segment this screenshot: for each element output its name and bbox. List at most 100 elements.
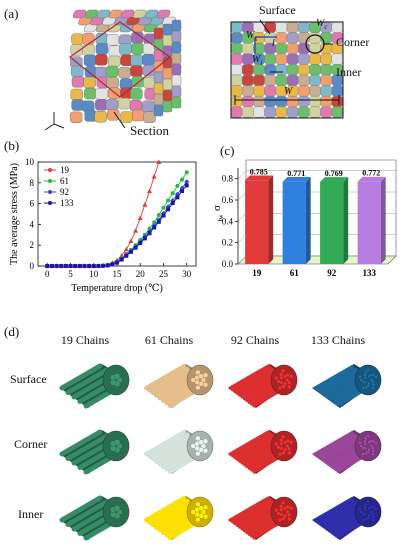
- bundle-end-face: [186, 364, 214, 396]
- section-cell: [171, 30, 182, 43]
- section-cell: [143, 76, 156, 89]
- data-point: [128, 238, 134, 244]
- section-cell: [71, 33, 84, 45]
- fiber-bundle-1-3: [312, 430, 382, 474]
- section-cell: [118, 66, 131, 79]
- bundle-strand-end: [363, 505, 367, 509]
- bundle-strand-end: [277, 517, 283, 523]
- cross-section-cell: [242, 74, 254, 86]
- bundle-rod: [150, 435, 193, 462]
- bundle-rod: [233, 368, 275, 394]
- bundle-strand-end: [371, 512, 375, 516]
- bundle-rod: [144, 364, 186, 390]
- bar-top: [245, 175, 274, 181]
- bar-133: [357, 181, 381, 264]
- bundle-strand-end: [363, 439, 367, 443]
- bundle-strand-end: [289, 506, 294, 511]
- bar-side: [305, 176, 311, 264]
- data-point: [101, 263, 106, 268]
- bundle-strand-end: [202, 448, 209, 454]
- cross-section-cell: [264, 85, 276, 97]
- cross-section-cell: [309, 32, 321, 44]
- section-cell: [95, 99, 108, 111]
- section-cell: [162, 100, 173, 113]
- bundle-strand-end: [113, 373, 121, 380]
- bundle-strand-end: [202, 438, 209, 444]
- bundle-rod: [318, 501, 359, 526]
- data-point: [133, 245, 138, 250]
- bundle-strand-end: [359, 510, 363, 514]
- bundle-strand-end: [364, 370, 368, 375]
- cross-section-cell: [331, 21, 344, 33]
- bar-92: [320, 181, 344, 264]
- bundle-rod: [59, 363, 103, 391]
- legend-label: 133: [60, 198, 74, 208]
- cross-section-cell: [275, 64, 288, 76]
- panel-b-label: (b): [4, 138, 20, 153]
- data-point: [147, 188, 153, 194]
- section-cell: [162, 78, 173, 91]
- legend-label: 92: [60, 187, 69, 197]
- bundle-strand-end: [202, 504, 209, 510]
- bundle-rod: [316, 367, 357, 392]
- section-cell: [82, 100, 95, 112]
- section-cell: [120, 111, 133, 123]
- bundle-end-face: [186, 496, 214, 528]
- ws-annotation: Ws: [246, 30, 258, 43]
- bundle-strand-end: [371, 373, 376, 377]
- bundle-rod: [318, 435, 359, 460]
- bundle-rod: [316, 499, 357, 524]
- section-cell: [171, 52, 182, 65]
- fiber-bundle-0-1: [144, 364, 214, 408]
- bundle-strand-end: [274, 507, 279, 513]
- bundle-strand-end: [371, 439, 376, 443]
- bundle-strand-end: [274, 375, 279, 381]
- data-point: [175, 183, 180, 188]
- data-point: [156, 219, 161, 224]
- bundle-strand-end: [279, 438, 284, 443]
- x-tick-label: 30: [182, 269, 192, 279]
- y-tick-label: 0.4: [222, 216, 234, 226]
- bundle-strand-end: [364, 451, 368, 456]
- cross-section-cell: [286, 43, 299, 55]
- cable-3d-section-model: Section: [68, 9, 182, 138]
- data-point: [166, 198, 171, 203]
- data-point: [110, 262, 115, 267]
- bar-61: [282, 181, 306, 264]
- cross-section-cell: [230, 74, 243, 86]
- gridline: [237, 191, 247, 201]
- gridline: [237, 234, 247, 243]
- bundle-strand-end: [202, 514, 209, 520]
- panel-a-label: (a): [4, 6, 19, 21]
- section-cell: [153, 93, 164, 106]
- category-label: 133: [363, 268, 377, 278]
- section-cell: [69, 111, 83, 124]
- section-cell: [171, 74, 182, 87]
- cross-section-cell: [230, 21, 243, 33]
- x-tick-label: 15: [113, 269, 123, 279]
- data-point: [161, 213, 166, 218]
- cross-section-cell: [297, 21, 310, 33]
- gridline: [237, 255, 247, 265]
- section-cell: [171, 96, 182, 109]
- data-point: [77, 264, 82, 268]
- x-tick-label: 25: [159, 269, 169, 279]
- cross-section-cell: [230, 32, 243, 44]
- bundle-rod: [59, 429, 103, 457]
- bundle-strand-end: [374, 507, 378, 511]
- section-cell: [130, 65, 143, 77]
- bundle-strand-end: [202, 382, 209, 388]
- cross-section-cell: [275, 95, 288, 107]
- section-cell: [142, 100, 155, 112]
- y-axis-label: σ: [212, 205, 223, 211]
- bundle-strand-end: [281, 500, 286, 505]
- cross-section-cell: [253, 74, 265, 86]
- bundle-strand-end: [289, 440, 294, 445]
- bundle-rod: [228, 364, 270, 390]
- data-point: [152, 225, 157, 230]
- data-point: [73, 264, 78, 268]
- x-tick-label: 5: [68, 269, 73, 279]
- cross-section-cell: [320, 74, 332, 86]
- section-cell: [71, 76, 85, 88]
- bundle-strand-end: [371, 383, 376, 387]
